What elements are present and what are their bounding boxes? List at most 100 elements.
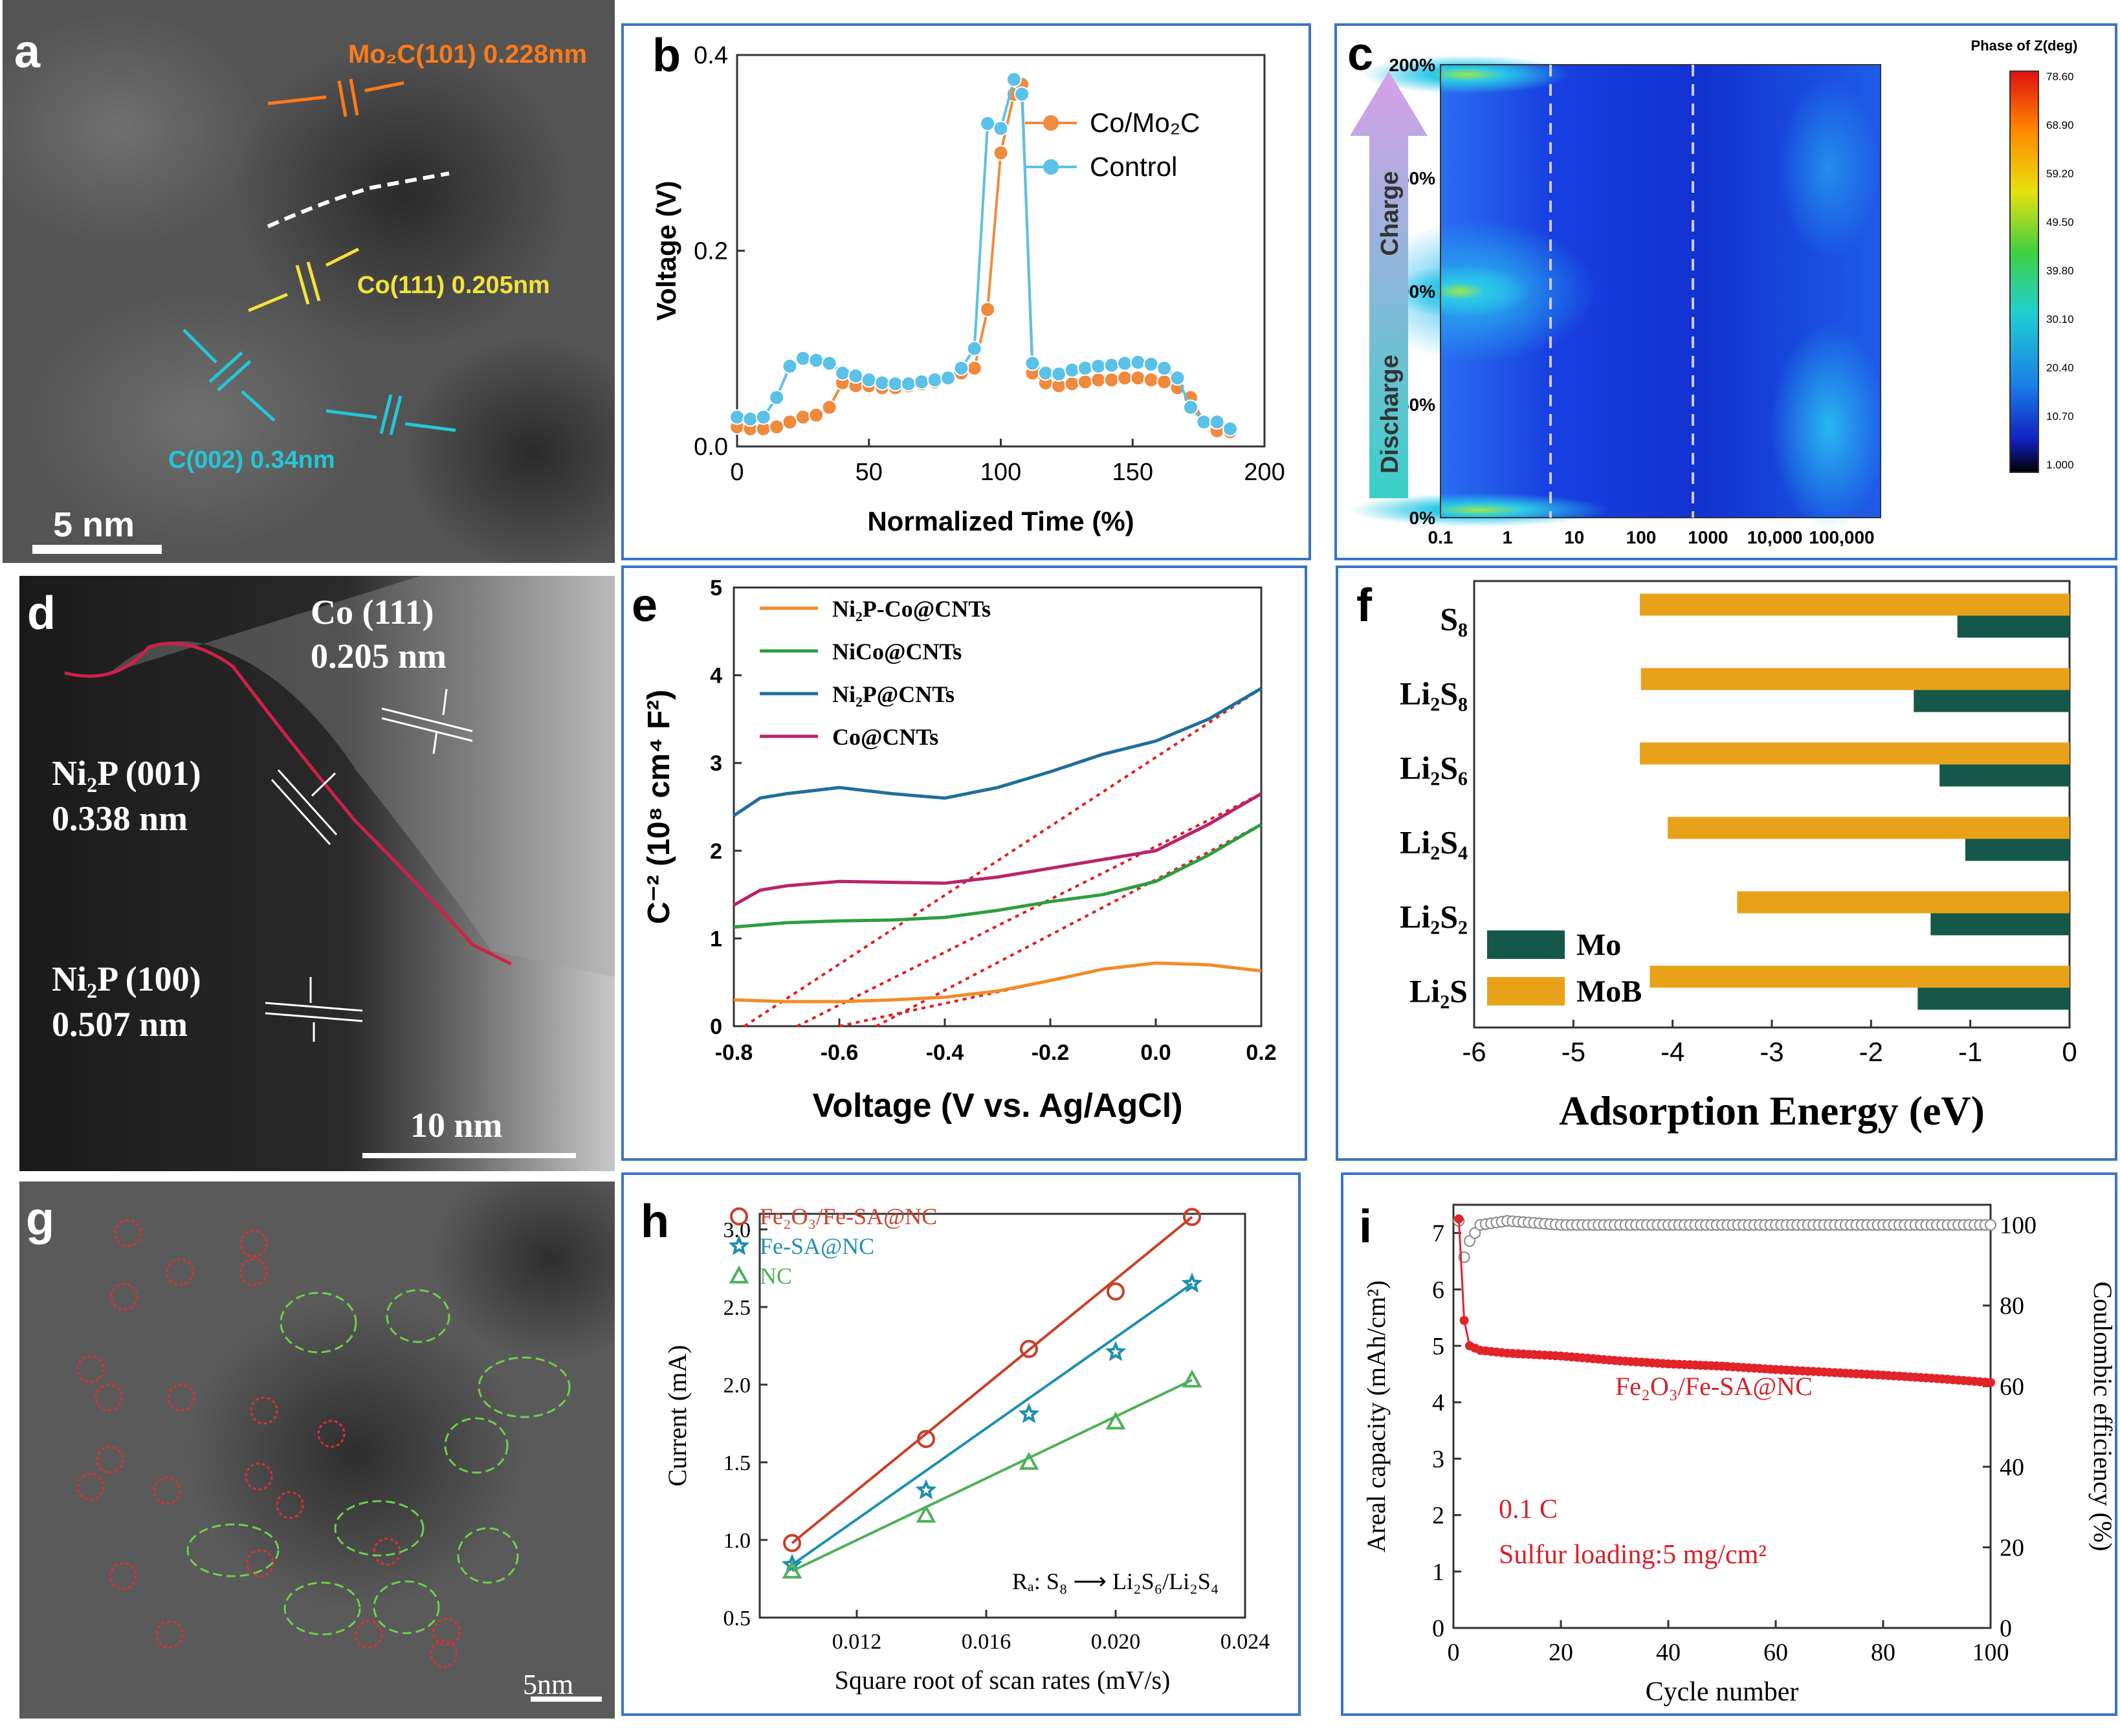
plot-frame (758, 1213, 1246, 1619)
x-tick-label: -2 (1859, 1037, 1883, 1067)
data-point (729, 409, 745, 425)
y-tick-label: 3 (1432, 1445, 1444, 1473)
panel-label: c (1347, 28, 1374, 80)
x-tick-label: 20 (1549, 1639, 1573, 1666)
scale-bar (531, 1697, 602, 1702)
data-point (1107, 1282, 1125, 1301)
reaction-annotation: Rₐ: S₈ ⟶ Li₂S₆/Li₂S₄ (1012, 1568, 1219, 1594)
x-tick-label: 150 (1112, 459, 1153, 486)
cluster-ellipse (386, 1289, 450, 1343)
legend-label: MoB (1576, 974, 1642, 1009)
y2-tick-label: 60 (2000, 1373, 2024, 1400)
co-annotation-name: Co (111) (311, 593, 434, 632)
fit-line (791, 1282, 1193, 1566)
data-point (1064, 362, 1080, 379)
legend-label: Co@CNTs (832, 724, 938, 750)
y-tick-label: 4 (1432, 1389, 1444, 1416)
data-point (781, 1554, 803, 1574)
data-point (1064, 376, 1080, 392)
data-point (887, 376, 903, 392)
x-tick-label: -5 (1562, 1037, 1585, 1067)
x-tick-label: 1 (1503, 527, 1513, 547)
panel-g: g 5nm (19, 1181, 615, 1719)
plot-frame (1452, 1203, 1992, 1629)
fit-line (791, 1378, 1193, 1572)
x-tick-label: 0.024 (1220, 1630, 1270, 1654)
single-atom-circle (167, 1383, 195, 1412)
legend-marker (730, 1207, 748, 1225)
colorbar (2009, 71, 2039, 473)
x-tick-label: -4 (1661, 1037, 1684, 1067)
efficiency-point (1469, 1227, 1481, 1239)
x-tick-label: 40 (1656, 1639, 1681, 1666)
panel-e: -0.8 -0.6 -0.4 -0.2 0.0 0.2 0 1 2 3 4 5 Voltage (V v… (621, 566, 1307, 1161)
data-point (917, 1430, 935, 1448)
y-axis-label: Voltage (V) (651, 181, 681, 320)
plot-frame (1473, 580, 2071, 1029)
x-tick-label: 10,000 (1747, 527, 1803, 547)
x-tick-label: 200 (1244, 459, 1285, 486)
co-annotation: Co(111) 0.205nm (357, 272, 550, 299)
y2-tick-label: 100 (2000, 1212, 2037, 1239)
scale-bar (362, 1153, 576, 1158)
panel-label: b (652, 30, 681, 82)
data-point (993, 145, 1009, 161)
x-tick-label: -6 (1462, 1037, 1486, 1067)
data-point (848, 368, 864, 384)
data-point (915, 1478, 937, 1500)
data-point (795, 350, 811, 366)
data-point (835, 365, 850, 381)
x-tick-label: 50 (856, 459, 883, 486)
data-point (1090, 358, 1107, 374)
data-point (1037, 365, 1054, 381)
scale-bar (32, 545, 162, 554)
data-point (1182, 399, 1198, 415)
x-tick-label: -0.8 (715, 1040, 753, 1065)
data-point (1196, 414, 1212, 430)
panel-h: 0.012 0.016 0.020 0.024 0.5 1.0 1.5 2.0 2.5 3.0 Sq… (621, 1172, 1301, 1716)
colorbar-tick-label: 78.60 (2046, 71, 2074, 83)
cluster-ellipse (186, 1523, 280, 1577)
fit-line (744, 687, 1263, 1027)
y-tick-label: 3 (710, 751, 722, 776)
x-tick-label: 100,000 (1809, 527, 1874, 547)
mo2c-annotation: Mo₂C(101) 0.228nm (348, 40, 588, 69)
cluster-ellipse (444, 1417, 509, 1474)
data-point (1018, 1403, 1040, 1423)
x-tick-label: 0.1 (1428, 527, 1453, 547)
heatmap-region (1771, 324, 1887, 531)
data-point (1130, 354, 1146, 370)
single-atom-circle (245, 1462, 273, 1491)
y-tick-label: 4 (710, 664, 722, 688)
data-point (1169, 370, 1186, 386)
panel-d: d Co (111) 0.205 nm Ni₂P (001) 0.338 nm … (19, 576, 615, 1171)
single-atom-circle (239, 1258, 268, 1286)
legend-marker (728, 1235, 750, 1255)
y-tick-label: 0.0 (694, 434, 728, 461)
y2-axis-label: Coulombic efficiency (%) (2088, 1282, 2115, 1552)
c-annotation: C(002) 0.34nm (168, 446, 335, 474)
ni2p-001-name: Ni₂P (001) (52, 754, 201, 793)
y-tick-label: 7 (1432, 1220, 1444, 1247)
single-atom-circle (110, 1282, 138, 1311)
category-label: Li₂S₄ (1400, 824, 1468, 861)
data-point (927, 372, 943, 388)
x-tick-label: 100 (1626, 527, 1657, 547)
data-point (783, 1533, 801, 1552)
bar-mo (1917, 987, 2070, 1010)
category-label: Li₂S (1409, 973, 1468, 1009)
panel-a-image (3, 0, 615, 563)
y-tick-label: 200% (1389, 55, 1435, 75)
colorbar-tick-label: 30.10 (2046, 313, 2074, 325)
y-tick-label: 0 (710, 1015, 722, 1039)
colorbar-tick-label: 49.50 (2046, 216, 2074, 228)
legend-label: Fe-SA@NC (760, 1233, 874, 1259)
data-point (808, 407, 824, 423)
plot-frame (1440, 64, 1881, 518)
x-tick-label: 0.2 (1246, 1040, 1276, 1065)
data-point (808, 352, 824, 368)
data-point (1103, 372, 1120, 388)
data-point (1020, 1339, 1038, 1358)
x-tick-label: 80 (1871, 1639, 1895, 1666)
cluster-ellipse (280, 1291, 357, 1354)
